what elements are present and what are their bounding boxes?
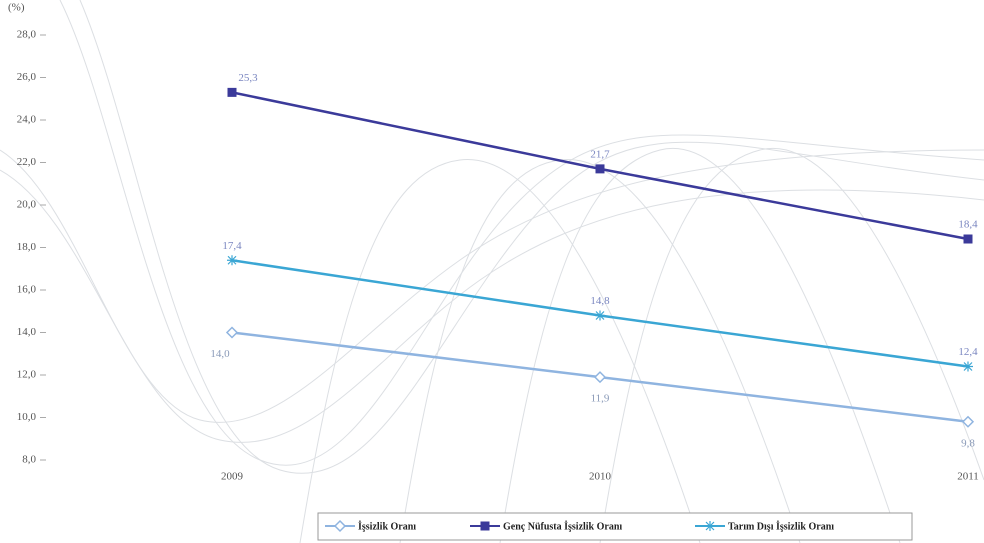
value-label: 12,4: [958, 346, 978, 358]
marker: [225, 326, 239, 339]
y-tick-label: 22,0: [17, 156, 37, 168]
y-unit: (%): [8, 2, 25, 14]
value-label: 18,4: [958, 219, 978, 231]
value-label: 14,0: [210, 348, 230, 360]
marker: [705, 521, 715, 531]
y-tick-label: 10,0: [17, 411, 37, 423]
value-label: 21,7: [590, 148, 610, 160]
marker: [480, 521, 490, 531]
marker: [227, 255, 237, 266]
marker: [963, 361, 973, 372]
x-tick-label: 2011: [957, 471, 979, 483]
x-tick-label: 2009: [221, 471, 244, 483]
x-tick-label: 2010: [589, 471, 612, 483]
y-tick-label: 14,0: [17, 326, 37, 338]
y-tick-label: 20,0: [17, 199, 37, 211]
y-tick-label: 28,0: [17, 29, 37, 41]
value-label: 11,9: [591, 393, 610, 405]
y-tick-label: 24,0: [17, 114, 37, 126]
legend-label: İşsizlik Oranı: [358, 520, 416, 532]
legend-label: Tarım Dışı İşsizlik Oranı: [728, 520, 834, 532]
legend-label: Genç Nüfusta İşsizlik Oranı: [503, 520, 622, 532]
legend: İşsizlik Oranı Genç Nüfusta İşsizlik Oran…: [317, 512, 913, 541]
value-label: 25,3: [238, 72, 258, 84]
value-label: 9,8: [961, 437, 975, 449]
marker: [961, 415, 975, 428]
legend-box: [317, 512, 913, 541]
marker: [333, 519, 347, 533]
y-tick-label: 8,0: [22, 454, 36, 466]
y-tick-label: 12,0: [17, 369, 37, 381]
y-tick-label: 18,0: [17, 241, 37, 253]
y-tick-label: 16,0: [17, 284, 37, 296]
marker: [963, 234, 973, 244]
value-label: 17,4: [222, 240, 242, 252]
marker: [593, 371, 607, 384]
marker: [595, 310, 605, 321]
y-tick-label: 26,0: [17, 71, 37, 83]
marker: [595, 164, 605, 174]
value-label: 14,8: [590, 295, 610, 307]
marker: [227, 87, 237, 97]
